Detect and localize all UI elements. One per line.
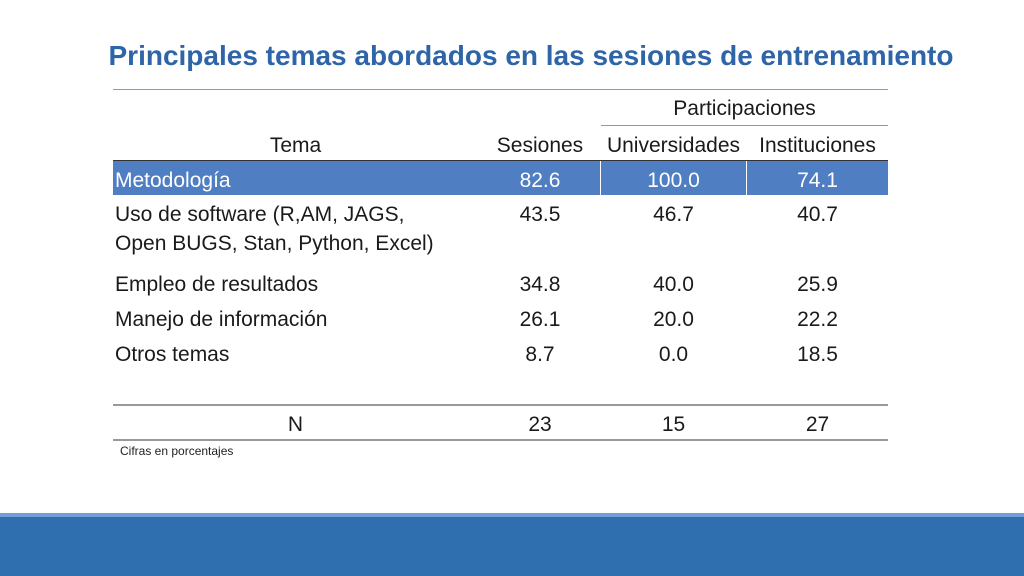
table-bottom-rule bbox=[113, 439, 888, 441]
header-tema: Tema bbox=[269, 134, 322, 157]
table-footnote: Cifras en porcentajes bbox=[120, 444, 234, 458]
highlighted-row-background bbox=[113, 161, 888, 195]
header-universidades: Universidades bbox=[606, 134, 741, 157]
table-row-universidades: 0.0 bbox=[658, 343, 689, 366]
table-row-tema-line2: Open BUGS, Stan, Python, Excel) bbox=[115, 232, 434, 255]
header-participaciones: Participaciones bbox=[673, 97, 816, 120]
totals-sesiones: 23 bbox=[528, 413, 552, 436]
table-row-universidades: 100.0 bbox=[647, 169, 700, 192]
row-separator bbox=[600, 161, 601, 195]
table-row-tema: Otros temas bbox=[115, 343, 230, 366]
table-row-tema: Manejo de información bbox=[115, 308, 328, 331]
table-row-instituciones: 74.1 bbox=[797, 169, 838, 192]
table-row-universidades: 46.7 bbox=[653, 203, 694, 226]
table-row-sesiones: 43.5 bbox=[519, 203, 561, 226]
slide-title: Principales temas abordados en las sesio… bbox=[108, 40, 954, 71]
header-bottom-rule bbox=[113, 160, 888, 161]
table-row-universidades: 40.0 bbox=[653, 273, 694, 296]
footer-accent-line bbox=[0, 513, 1024, 517]
table-row-instituciones: 22.2 bbox=[797, 308, 838, 331]
table-row-instituciones: 18.5 bbox=[797, 343, 838, 366]
totals-label: N bbox=[287, 413, 304, 436]
totals-instituciones: 27 bbox=[805, 413, 830, 436]
header-instituciones: Instituciones bbox=[759, 134, 876, 157]
totals-universidades: 15 bbox=[661, 413, 686, 436]
table-row-sesiones: 26.1 bbox=[519, 308, 561, 331]
table-top-rule bbox=[113, 89, 888, 90]
table-row-tema: Uso de software (R,AM, JAGS, bbox=[115, 203, 405, 226]
header-sesiones: Sesiones bbox=[496, 134, 584, 157]
group-header-rule bbox=[601, 125, 888, 126]
table-row-instituciones: 40.7 bbox=[797, 203, 838, 226]
table-row-sesiones: 34.8 bbox=[519, 273, 561, 296]
table-row-instituciones: 25.9 bbox=[797, 273, 838, 296]
table-row-tema: Empleo de resultados bbox=[115, 273, 319, 296]
footer-bar bbox=[0, 517, 1024, 576]
totals-top-rule bbox=[113, 404, 888, 406]
table-row-tema: Metodología bbox=[115, 169, 231, 192]
table-row-universidades: 20.0 bbox=[653, 308, 694, 331]
table-row-sesiones: 8.7 bbox=[525, 343, 555, 366]
row-separator bbox=[746, 161, 747, 195]
table-row-sesiones: 82.6 bbox=[519, 169, 561, 192]
